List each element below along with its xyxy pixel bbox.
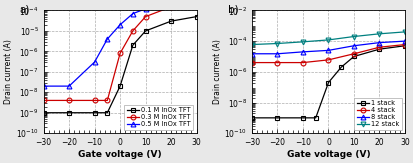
- 12 stack: [300, 41, 305, 43]
- 0.1 M InOx TFT: [143, 30, 148, 32]
- 0.1 M InOx TFT: [92, 112, 97, 114]
- Y-axis label: Drain current (A): Drain current (A): [4, 39, 13, 104]
- 12 stack: [249, 44, 254, 45]
- 0.5 M InOx TFT: [92, 61, 97, 63]
- 0.5 M InOx TFT: [130, 13, 135, 15]
- 0.1 M InOx TFT: [194, 16, 199, 18]
- Line: 0.1 M InOx TFT: 0.1 M InOx TFT: [41, 14, 199, 115]
- 12 stack: [274, 43, 279, 44]
- 12 stack: [376, 33, 381, 35]
- Text: b): b): [227, 4, 237, 14]
- 4 stack: [325, 59, 330, 61]
- 8 stack: [274, 53, 279, 55]
- Line: 4 stack: 4 stack: [249, 42, 406, 65]
- 0.3 M InOx TFT: [104, 99, 109, 101]
- 4 stack: [351, 53, 356, 55]
- 8 stack: [325, 49, 330, 51]
- 0.1 M InOx TFT: [104, 112, 109, 114]
- 1 stack: [401, 45, 406, 47]
- 0.5 M InOx TFT: [194, 1, 199, 3]
- 1 stack: [274, 117, 279, 119]
- 4 stack: [376, 46, 381, 48]
- 12 stack: [351, 36, 356, 37]
- 1 stack: [351, 55, 356, 57]
- 8 stack: [376, 42, 381, 44]
- 0.1 M InOx TFT: [130, 44, 135, 46]
- 0.1 M InOx TFT: [168, 20, 173, 22]
- 8 stack: [401, 40, 406, 42]
- 0.3 M InOx TFT: [92, 99, 97, 101]
- X-axis label: Gate voltage (V): Gate voltage (V): [286, 150, 369, 159]
- 0.5 M InOx TFT: [41, 85, 46, 87]
- 0.1 M InOx TFT: [117, 85, 122, 87]
- 4 stack: [300, 62, 305, 64]
- 0.5 M InOx TFT: [143, 8, 148, 10]
- Line: 8 stack: 8 stack: [249, 39, 406, 56]
- 1 stack: [376, 48, 381, 50]
- 8 stack: [300, 51, 305, 53]
- Line: 1 stack: 1 stack: [249, 43, 406, 120]
- Y-axis label: Drain current (A): Drain current (A): [212, 39, 221, 104]
- 0.1 M InOx TFT: [66, 112, 71, 114]
- 1 stack: [300, 117, 305, 119]
- 8 stack: [249, 53, 254, 55]
- 1 stack: [338, 66, 343, 68]
- 0.3 M InOx TFT: [41, 99, 46, 101]
- 4 stack: [249, 62, 254, 64]
- 0.3 M InOx TFT: [66, 99, 71, 101]
- Line: 0.5 M InOx TFT: 0.5 M InOx TFT: [41, 0, 199, 89]
- Line: 0.3 M InOx TFT: 0.3 M InOx TFT: [41, 2, 199, 103]
- 12 stack: [401, 31, 406, 33]
- 0.5 M InOx TFT: [66, 85, 71, 87]
- 0.3 M InOx TFT: [194, 3, 199, 5]
- 0.3 M InOx TFT: [143, 16, 148, 18]
- 0.5 M InOx TFT: [117, 24, 122, 26]
- 4 stack: [274, 62, 279, 64]
- Line: 12 stack: 12 stack: [249, 30, 406, 47]
- 0.5 M InOx TFT: [104, 38, 109, 40]
- 8 stack: [351, 45, 356, 47]
- Text: a): a): [19, 4, 29, 14]
- 0.5 M InOx TFT: [168, 3, 173, 5]
- 1 stack: [313, 117, 318, 119]
- 4 stack: [401, 44, 406, 45]
- 0.3 M InOx TFT: [168, 6, 173, 8]
- Legend: 1 stack, 4 stack, 8 stack, 12 stack: 1 stack, 4 stack, 8 stack, 12 stack: [353, 97, 401, 130]
- 12 stack: [325, 39, 330, 41]
- Legend: 0.1 M InOx TFT, 0.3 M InOx TFT, 0.5 M InOx TFT: 0.1 M InOx TFT, 0.3 M InOx TFT, 0.5 M In…: [124, 104, 193, 130]
- X-axis label: Gate voltage (V): Gate voltage (V): [78, 150, 161, 159]
- 1 stack: [325, 82, 330, 83]
- 0.1 M InOx TFT: [41, 112, 46, 114]
- 0.3 M InOx TFT: [130, 30, 135, 32]
- 1 stack: [249, 117, 254, 119]
- 0.3 M InOx TFT: [117, 52, 122, 54]
